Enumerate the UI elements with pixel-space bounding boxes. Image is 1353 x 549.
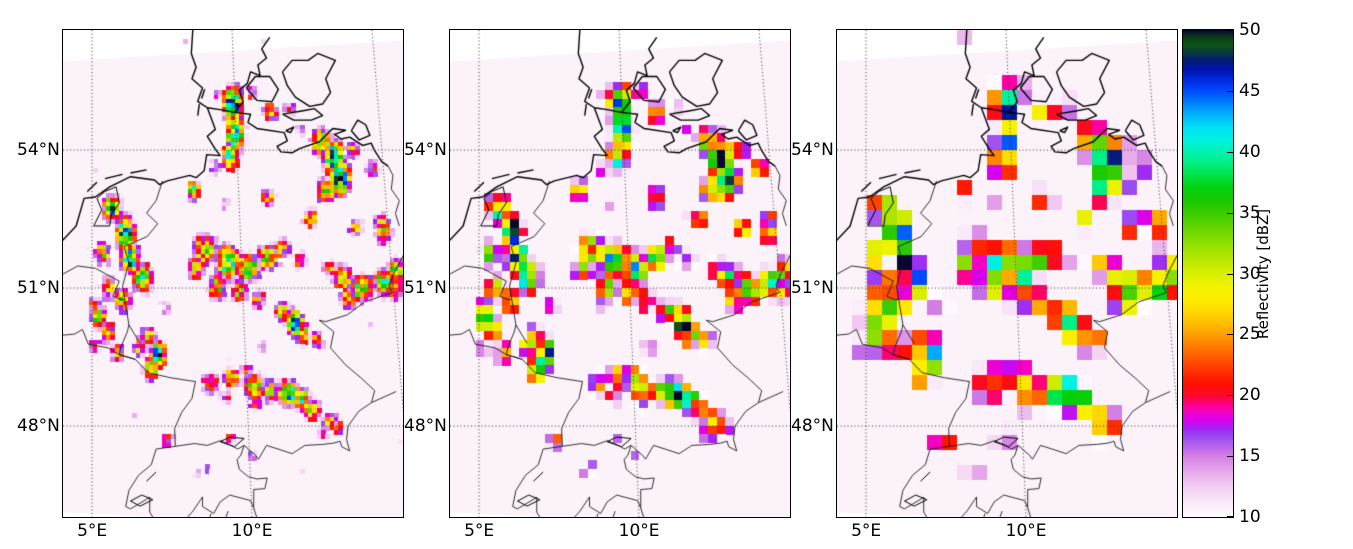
lat-tick-label: 51°N — [404, 278, 447, 299]
colorbar-tick — [1227, 212, 1233, 214]
lat-tick-label: 54°N — [791, 140, 834, 161]
colorbar-tick — [1227, 30, 1233, 31]
colorbar-tick-label: 30 — [1239, 263, 1261, 284]
lat-tick-label: 48°N — [17, 416, 60, 437]
colorbar-tick-label: 20 — [1239, 385, 1261, 406]
colorbar-tick — [1227, 334, 1233, 336]
colorbar-tick-label: 25 — [1239, 324, 1261, 345]
map-canvas-medium-grid — [450, 30, 790, 517]
map-panel-medium-grid — [449, 29, 791, 518]
lon-tick-label: 5°E — [851, 521, 882, 541]
map-panel-coarse-grid — [836, 29, 1178, 518]
colorbar-tick — [1227, 395, 1233, 397]
lon-tick-label: 10°E — [231, 521, 273, 541]
colorbar-tick — [1227, 516, 1233, 517]
colorbar-tick-label: 45 — [1239, 80, 1261, 101]
lon-tick-label: 10°E — [618, 521, 660, 541]
colorbar-tick-label: 15 — [1239, 446, 1261, 467]
lat-tick-label: 54°N — [404, 140, 447, 161]
colorbar-tick — [1227, 151, 1233, 153]
lat-tick-label: 54°N — [17, 140, 60, 161]
lon-tick-label: 5°E — [77, 521, 108, 541]
map-panel-fine-grid — [62, 29, 404, 518]
colorbar-tick — [1227, 456, 1233, 458]
colorbar-tick-label: 10 — [1239, 507, 1261, 527]
colorbar-tick — [1227, 90, 1233, 92]
map-canvas-fine-grid — [63, 30, 403, 517]
lon-tick-label: 10°E — [1005, 521, 1047, 541]
colorbar-tick-label: 35 — [1239, 202, 1261, 223]
colorbar-tick-label: 50 — [1239, 20, 1261, 40]
map-canvas-coarse-grid — [837, 30, 1177, 517]
colorbar — [1182, 29, 1234, 518]
lon-tick-label: 5°E — [464, 521, 495, 541]
colorbar-tick — [1227, 273, 1233, 275]
lat-tick-label: 48°N — [404, 416, 447, 437]
lat-tick-label: 51°N — [17, 278, 60, 299]
lat-tick-label: 51°N — [791, 278, 834, 299]
lat-tick-label: 48°N — [791, 416, 834, 437]
colorbar-tick-label: 40 — [1239, 141, 1261, 162]
